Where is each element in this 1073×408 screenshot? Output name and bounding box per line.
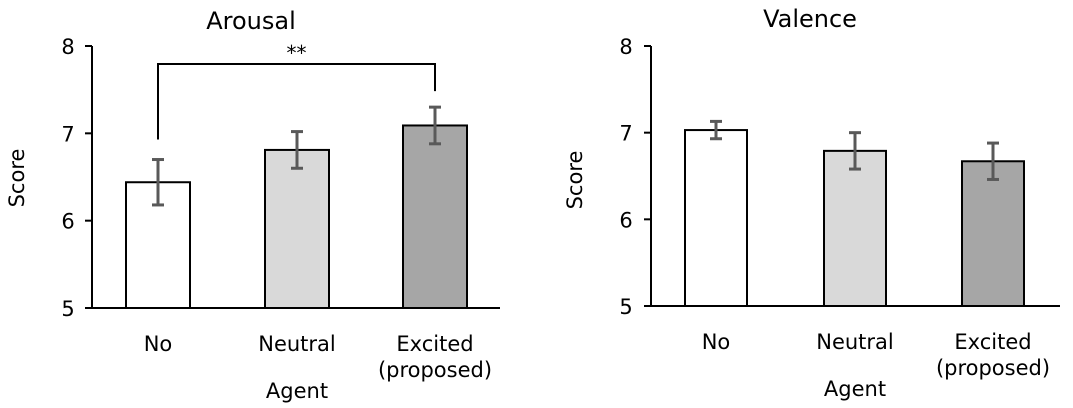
valence-category-label: (proposed) [936,356,1050,380]
arousal-chart: Arousal Score Agent 5 6 7 8 No Neutral Excited… [5,7,500,403]
arousal-y-tick-label: 5 [61,297,74,321]
arousal-y-axis-label: Score [5,149,29,208]
arousal-y-tick-label: 6 [61,210,74,234]
valence-category-label: Excited [954,330,1031,354]
valence-y-tick-label: 7 [619,122,632,146]
arousal-y-tick-label: 7 [61,122,74,146]
arousal-x-axis-label: Agent [266,379,328,403]
valence-x-axis-label: Agent [824,377,886,401]
arousal-category-label: No [144,332,173,356]
arousal-chart-title: Arousal [206,7,296,35]
arousal-significance-bracket [157,63,436,140]
valence-y-tick-label: 6 [619,208,632,232]
valence-y-tick-label: 8 [619,35,632,59]
valence-chart: Valence Score Agent 5 6 7 8 No Neutral Excited… [563,5,1060,401]
valence-bar-0 [684,129,748,307]
arousal-category-label: (proposed) [378,358,492,382]
valence-y-axis-label: Score [563,151,587,210]
valence-bar-2 [961,160,1025,307]
arousal-bar-1 [264,148,330,309]
valence-bar-1 [823,149,887,307]
valence-chart-title: Valence [763,5,857,33]
valence-category-label: Neutral [816,330,894,354]
arousal-category-label: Neutral [258,332,336,356]
valence-y-tick-label: 5 [619,295,632,319]
valence-category-label: No [702,330,731,354]
arousal-y-tick-label: 8 [61,35,74,59]
arousal-significance-label: ** [287,41,307,65]
arousal-bar-2 [402,124,468,310]
arousal-category-label: Excited [396,332,473,356]
